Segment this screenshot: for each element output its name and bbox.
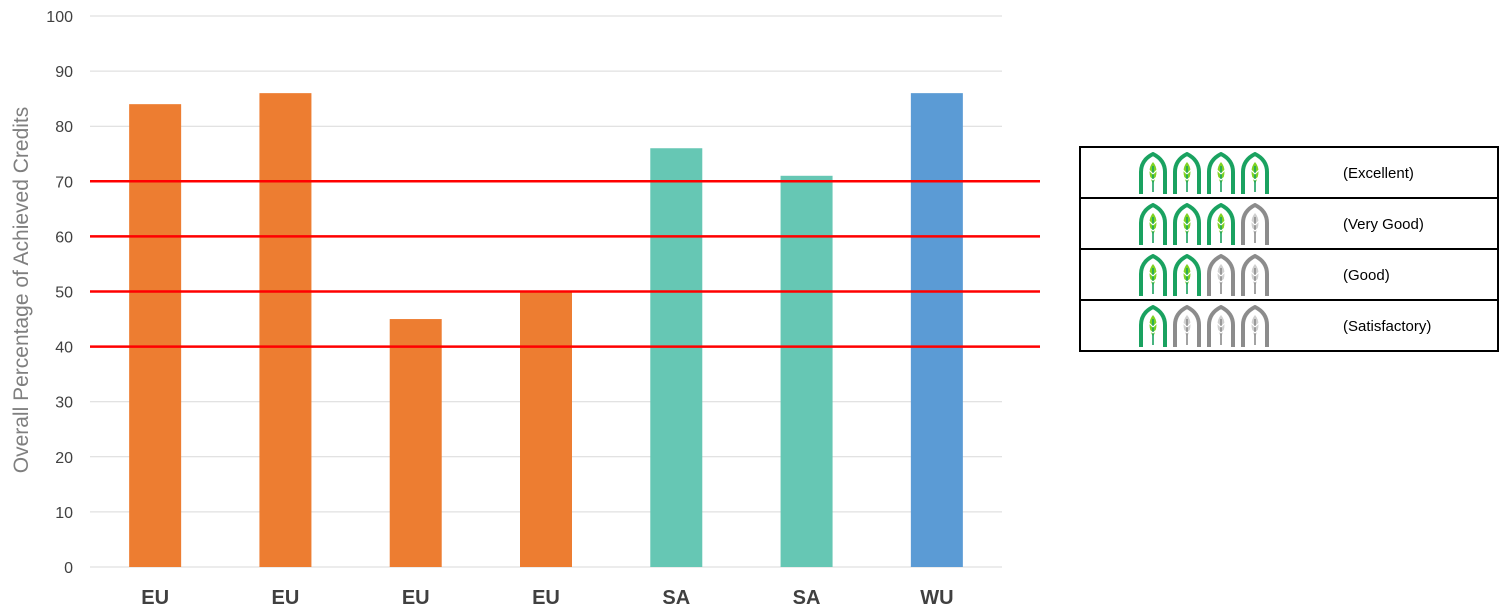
y-tick-label: 40: [55, 340, 73, 357]
leaf-arch-icon: [1207, 152, 1235, 194]
bar-6: [780, 175, 833, 568]
legend-label: (Satisfactory): [1343, 318, 1432, 335]
y-tick-label: 30: [55, 395, 73, 412]
x-category-label: EU: [402, 587, 430, 609]
leaf-arch-icon: [1173, 203, 1201, 245]
threshold-lines: [90, 180, 1040, 348]
leaf-arch-icon: [1173, 152, 1201, 194]
x-category-label: SA: [793, 587, 821, 609]
leaf-arch-icon: [1173, 254, 1201, 296]
x-category-label: EU: [532, 587, 560, 609]
rating-icons: [1137, 203, 1271, 247]
legend-row: (Very Good): [1081, 199, 1497, 250]
leaf-arch-icon: [1241, 305, 1269, 347]
leaf-arch-icon: [1139, 305, 1167, 347]
x-category-label: EU: [272, 587, 300, 609]
y-tick-label: 70: [55, 174, 73, 191]
y-tick-label: 50: [55, 285, 73, 302]
bar-1: [129, 104, 182, 567]
bar-chart: 0 10 20 30 40 50 60 70 80 90 100 EU EU EU EU SA SA WU Ov…: [10, 9, 1040, 609]
rating-icons: [1137, 305, 1271, 349]
y-axis-title: Overall Percentage of Achieved Credits: [10, 107, 33, 474]
x-category-label: SA: [662, 587, 690, 609]
rating-legend: (Excellent) (Very Good) (Good) (Satisfactor…: [1079, 146, 1499, 352]
y-tick-label: 80: [55, 119, 73, 136]
y-tick-label: 0: [64, 560, 73, 577]
bar-5: [650, 148, 703, 568]
rating-icons: [1137, 152, 1271, 196]
leaf-arch-icon: [1139, 152, 1167, 194]
x-category-label: WU: [920, 587, 953, 609]
y-tick-label: 100: [46, 9, 73, 26]
leaf-arch-icon: [1207, 203, 1235, 245]
y-tick-label: 20: [55, 450, 73, 467]
leaf-arch-icon: [1241, 254, 1269, 296]
leaf-arch-icon: [1139, 203, 1167, 245]
y-tick-label: 90: [55, 64, 73, 81]
legend-row: (Good): [1081, 250, 1497, 301]
legend-row: (Excellent): [1081, 148, 1497, 199]
bars: [129, 93, 963, 568]
bar-2: [259, 93, 312, 567]
x-category-labels: EU EU EU EU SA SA WU: [141, 587, 953, 609]
x-category-label: EU: [141, 587, 169, 609]
legend-label: (Good): [1343, 267, 1390, 284]
legend-label: (Very Good): [1343, 216, 1424, 233]
leaf-arch-icon: [1173, 305, 1201, 347]
leaf-arch-icon: [1207, 254, 1235, 296]
legend-label: (Excellent): [1343, 165, 1414, 182]
y-tick-label: 60: [55, 229, 73, 246]
y-tick-labels: 0 10 20 30 40 50 60 70 80 90 100: [46, 9, 73, 577]
rating-icons: [1137, 254, 1271, 298]
bar-7: [910, 93, 963, 567]
leaf-arch-icon: [1241, 152, 1269, 194]
leaf-arch-icon: [1241, 203, 1269, 245]
y-tick-label: 10: [55, 505, 73, 522]
legend-row: (Satisfactory): [1081, 301, 1497, 352]
leaf-arch-icon: [1139, 254, 1167, 296]
bar-3: [389, 319, 442, 567]
bar-4: [520, 291, 572, 567]
leaf-arch-icon: [1207, 305, 1235, 347]
